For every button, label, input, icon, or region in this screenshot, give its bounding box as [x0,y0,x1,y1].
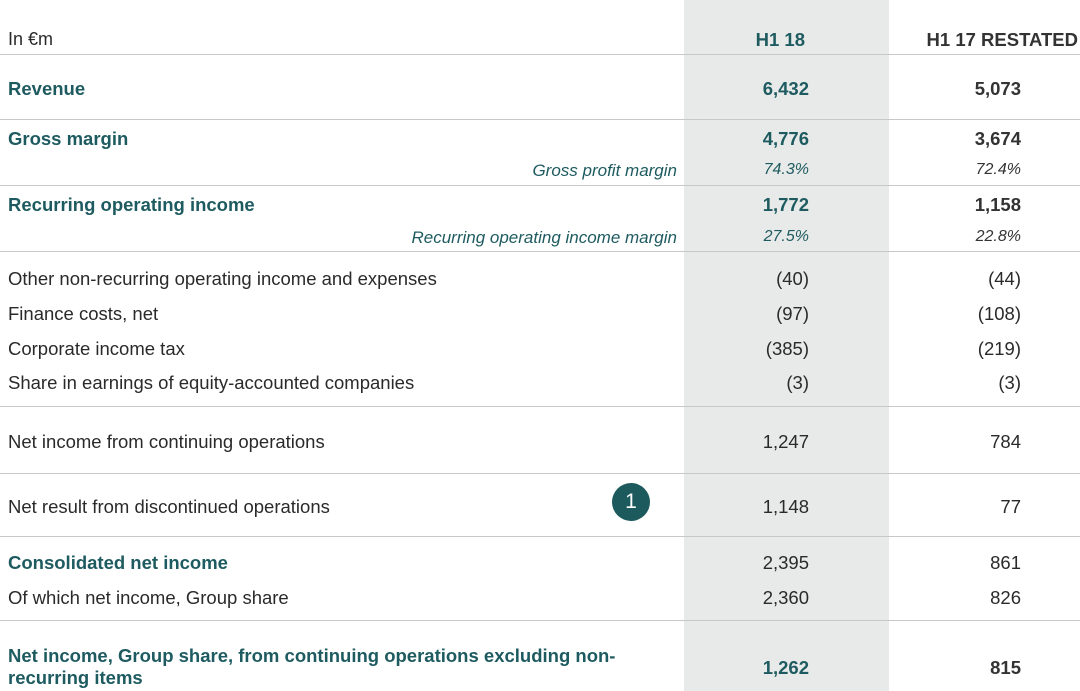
value-h1-18: 1,247 [762,431,809,452]
row-label-finance-costs: Finance costs, net [8,303,159,324]
value-h1-17: 3,674 [974,128,1021,149]
divider [0,54,1080,55]
value-h1-17: (3) [998,372,1021,393]
divider [0,406,1080,407]
divider [0,620,1080,621]
value-h1-18: 4,776 [762,128,809,149]
row-label-recurring-operating-income: Recurring operating income [8,194,255,215]
row-label-net-income-excl-non-recurring: Net income, Group share, from continuing… [8,645,616,688]
value-h1-18: 6,432 [762,78,809,99]
divider [0,536,1080,537]
row-label-revenue: Revenue [8,78,86,99]
value-h1-18: 74.3% [763,161,809,178]
row-label-group-share: Of which net income, Group share [8,587,289,608]
value-h1-18: (3) [786,372,809,393]
value-h1-18: 1,148 [762,496,809,517]
divider [0,119,1080,120]
value-h1-18: 1,262 [762,657,809,678]
value-h1-17: (108) [977,303,1021,324]
row-label-other-non-recurring: Other non-recurring operating income and… [8,268,437,289]
value-h1-18: 2,360 [762,587,809,608]
value-h1-17: 72.4% [975,161,1021,178]
divider [0,473,1080,474]
value-h1-17: 22.8% [975,228,1021,245]
value-h1-18: (97) [776,303,809,324]
value-h1-17: 1,158 [974,194,1021,215]
column-header-h1-18: H1 18 [755,29,805,50]
value-h1-17: (219) [977,338,1021,359]
value-h1-18: (40) [776,268,809,289]
row-label-corporate-income-tax: Corporate income tax [8,338,185,359]
value-h1-17: 784 [990,431,1021,452]
value-h1-17: 815 [990,657,1021,678]
value-h1-17: 826 [990,587,1021,608]
row-label-gross-profit-margin: Gross profit margin [532,161,677,180]
divider [0,251,1080,252]
value-h1-17: (44) [988,268,1021,289]
value-h1-17: 861 [990,552,1021,573]
unit-label: In €m [8,29,54,49]
footnote-badge: 1 [612,483,650,521]
highlighted-column-background [684,0,889,691]
value-h1-18: 2,395 [762,552,809,573]
divider [0,185,1080,186]
row-label-share-in-earnings: Share in earnings of equity-accounted co… [8,372,415,393]
value-h1-17: 5,073 [974,78,1021,99]
row-label-net-result-discontinued: Net result from discontinued operations [8,496,330,517]
row-label-net-income-continuing: Net income from continuing operations [8,431,325,452]
row-label-recurring-operating-income-margin: Recurring operating income margin [411,228,677,247]
value-h1-17: 77 [1000,496,1021,517]
value-h1-18: 27.5% [763,228,809,245]
row-label-consolidated-net-income: Consolidated net income [8,552,228,573]
value-h1-18: (385) [765,338,809,359]
column-header-h1-17-restated: H1 17 RESTATED [926,29,1078,50]
value-h1-18: 1,772 [762,194,809,215]
row-label-gross-margin: Gross margin [8,128,129,149]
